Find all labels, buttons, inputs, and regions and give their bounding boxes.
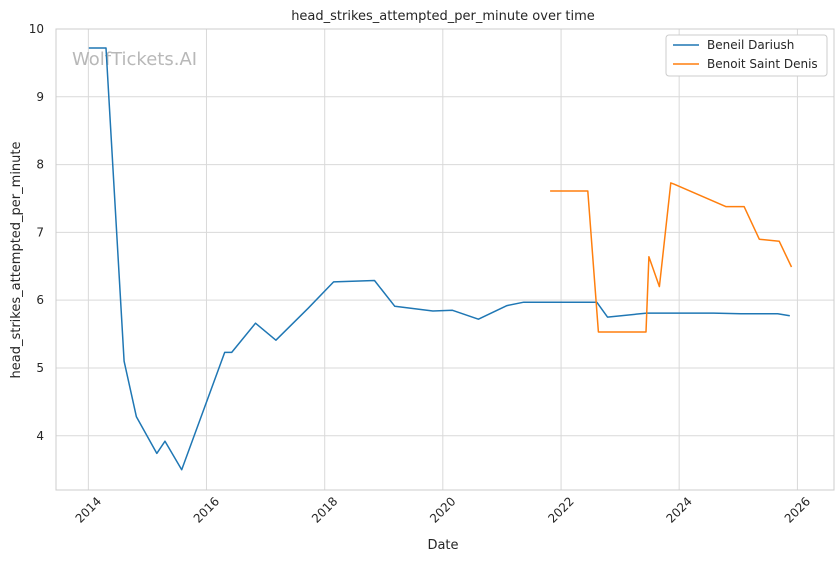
y-tick-label: 4 bbox=[36, 429, 44, 443]
legend-box bbox=[665, 34, 828, 77]
y-tick-label: 9 bbox=[36, 90, 44, 104]
legend-label-0: Beneil Dariush bbox=[707, 38, 794, 52]
y-tick-label: 10 bbox=[29, 22, 44, 36]
chart-title: head_strikes_attempted_per_minute over t… bbox=[291, 9, 595, 24]
y-tick-label: 5 bbox=[36, 361, 44, 375]
series-layer bbox=[88, 47, 793, 471]
y-tick-label: 8 bbox=[36, 158, 44, 172]
series-line-0 bbox=[88, 47, 790, 471]
y-tick-label: 6 bbox=[36, 293, 44, 307]
x-axis-title: Date bbox=[427, 538, 458, 553]
legend-label-1: Benoit Saint Denis bbox=[707, 57, 818, 71]
watermark: WolfTickets.AI bbox=[72, 49, 197, 70]
series-line-1 bbox=[550, 182, 793, 333]
plot-frame bbox=[55, 28, 835, 491]
legend: Beneil Dariush Benoit Saint Denis bbox=[665, 34, 828, 77]
y-tick-label: 7 bbox=[36, 225, 44, 239]
y-tick-labels: 4 5 6 7 8 9 10 bbox=[29, 22, 44, 443]
y-axis-title: head_strikes_attempted_per_minute bbox=[9, 142, 24, 379]
